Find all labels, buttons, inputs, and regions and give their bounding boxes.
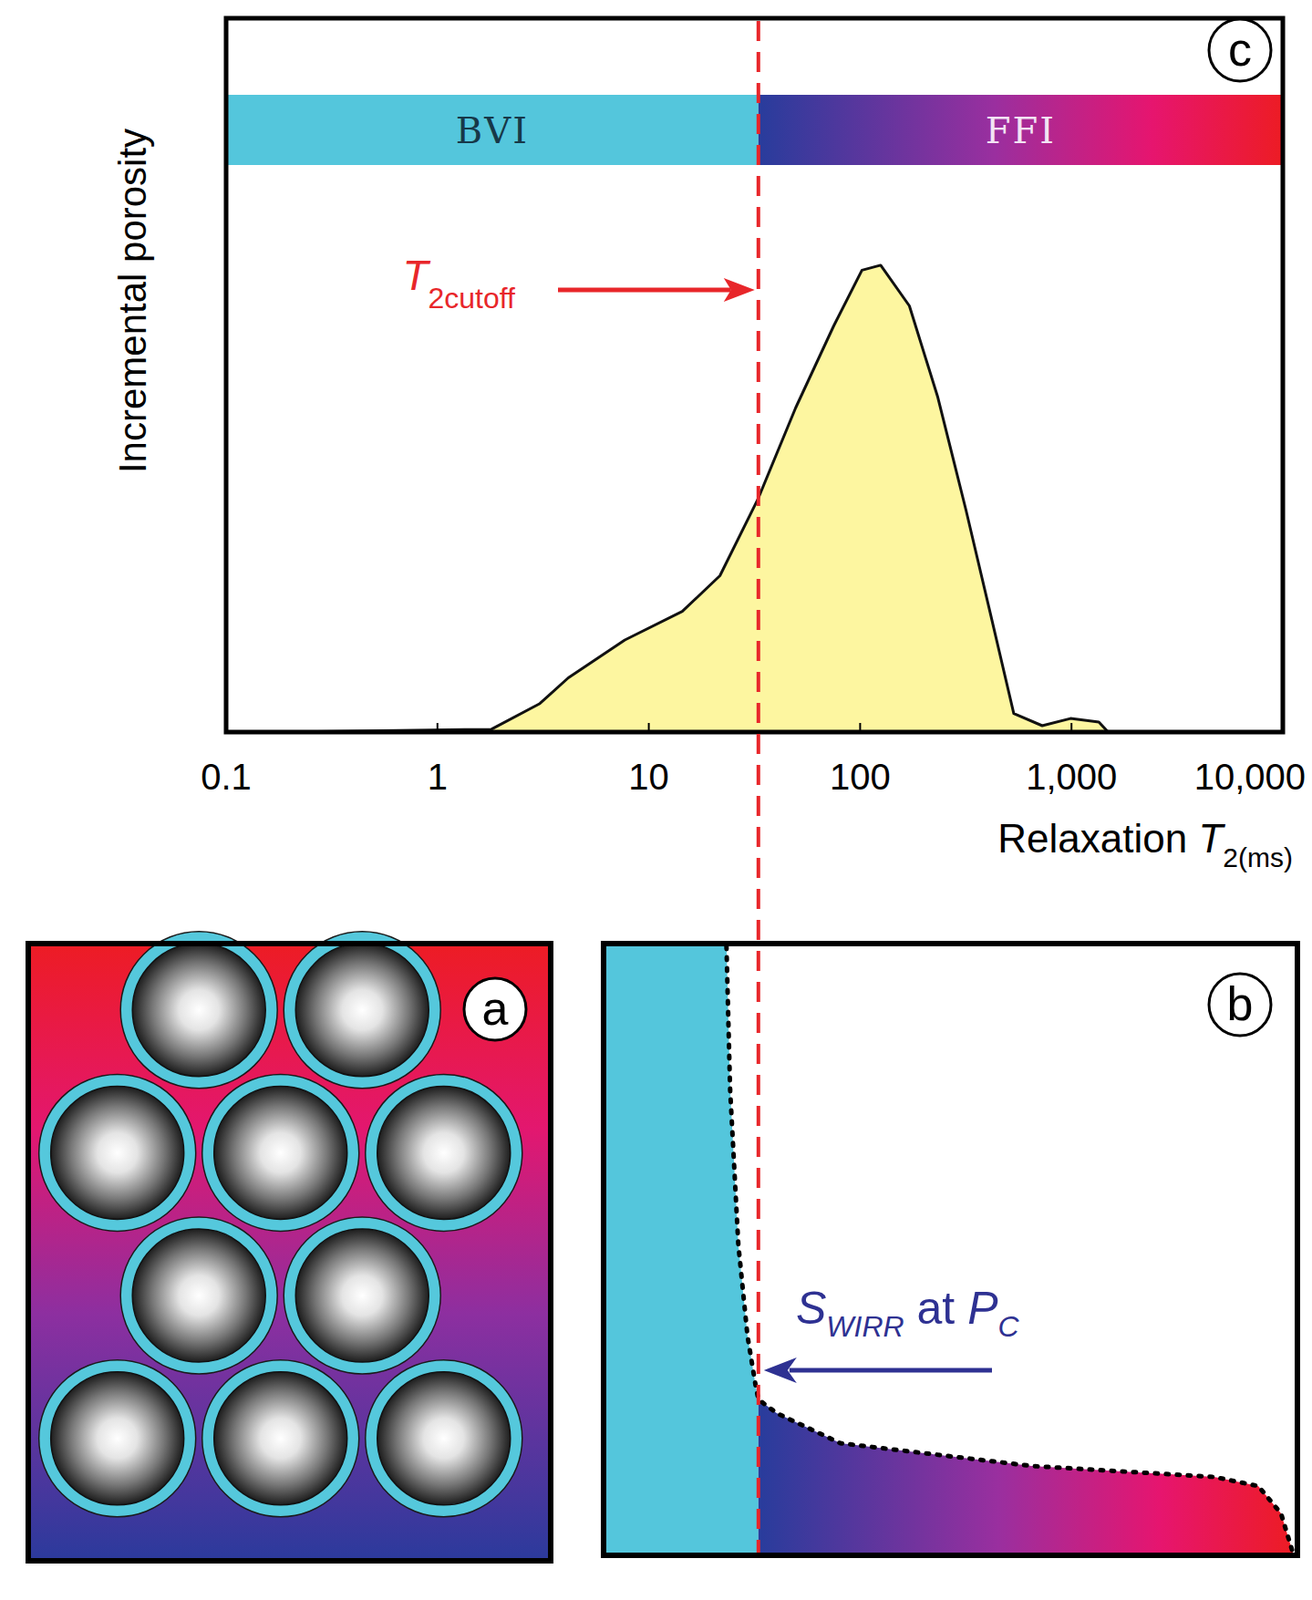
water-film xyxy=(283,1217,441,1374)
grain xyxy=(377,1085,511,1220)
x-tick xyxy=(1070,723,1073,733)
swirr-label: SWIRR at PC xyxy=(795,1282,1021,1343)
x-tick xyxy=(436,723,439,733)
water-film xyxy=(39,1360,197,1518)
x-tick-label: 1 xyxy=(427,756,448,797)
water-film xyxy=(365,1074,523,1231)
cutoff-symbol: T xyxy=(402,251,431,300)
x-tick-label: 1,000 xyxy=(1025,756,1117,797)
x-tick xyxy=(1281,723,1284,733)
x-tick-label: 10,000 xyxy=(1194,756,1306,797)
grain xyxy=(132,1229,266,1363)
cutoff-arrow xyxy=(557,288,732,293)
x-tick xyxy=(648,723,651,733)
grains xyxy=(39,931,523,1518)
panel-letter-circle xyxy=(1208,973,1271,1036)
grain xyxy=(295,943,429,1077)
grain xyxy=(51,1085,185,1220)
water-film xyxy=(202,1074,360,1231)
x-tick xyxy=(225,723,228,733)
band-label: BVI xyxy=(455,109,529,152)
grain xyxy=(214,1085,348,1220)
cutoff-label: T2cutoff xyxy=(402,251,516,315)
cutoff-line xyxy=(756,20,761,1553)
x-tick-label: 100 xyxy=(829,756,891,797)
band xyxy=(758,94,1283,166)
irreducible-water xyxy=(603,943,759,1556)
band-label: FFI xyxy=(985,109,1056,152)
grain xyxy=(51,1372,185,1506)
capillary-curve xyxy=(726,946,1293,1553)
water-film xyxy=(120,1217,278,1374)
swirr-arrowhead xyxy=(764,1357,797,1384)
panel-letter-circle xyxy=(464,978,527,1041)
pc-symbol: P xyxy=(967,1282,999,1334)
panel-letter-circle xyxy=(1208,19,1271,82)
x-tick-label: 0.1 xyxy=(200,756,252,797)
grain xyxy=(214,1372,348,1506)
pc-subscript: C xyxy=(998,1310,1021,1343)
water-film xyxy=(120,931,278,1089)
x-axis-title-text: Relaxation xyxy=(997,816,1199,861)
figure: BVIFFI0.11101001,00010,000Relaxation T2(… xyxy=(0,0,1312,1600)
swirr-middle: at xyxy=(904,1282,968,1334)
water-film xyxy=(39,1074,197,1231)
panel-b-frame xyxy=(603,943,1298,1556)
panel-letter: a xyxy=(482,981,509,1035)
cutoff-subscript: 2cutoff xyxy=(428,281,517,315)
grain xyxy=(132,943,266,1077)
water-film xyxy=(365,1360,523,1518)
x-axis-title: Relaxation T2(ms) xyxy=(997,816,1293,873)
swirr-subscript: WIRR xyxy=(826,1310,904,1343)
cutoff-arrowhead xyxy=(723,278,755,302)
band xyxy=(226,94,759,166)
x-tick-label: 10 xyxy=(628,756,670,797)
water-film xyxy=(283,931,441,1089)
porosity-area xyxy=(285,265,1259,733)
plot-area xyxy=(226,94,1283,733)
y-axis-title: Incremental porosity xyxy=(111,128,155,474)
water-film xyxy=(202,1360,360,1518)
swirr-symbol: S xyxy=(795,1282,827,1334)
x-tick xyxy=(858,723,861,733)
panel-letter: b xyxy=(1227,977,1254,1031)
grain xyxy=(377,1372,511,1506)
panel-a-frame xyxy=(28,943,551,1561)
x-axis-title-symbol: T xyxy=(1198,816,1226,861)
grain xyxy=(295,1229,429,1363)
panel-letter: c xyxy=(1228,22,1252,76)
plot-frame xyxy=(226,18,1283,733)
swirr-arrow xyxy=(789,1368,992,1374)
x-axis-title-subscript: 2(ms) xyxy=(1222,842,1293,873)
